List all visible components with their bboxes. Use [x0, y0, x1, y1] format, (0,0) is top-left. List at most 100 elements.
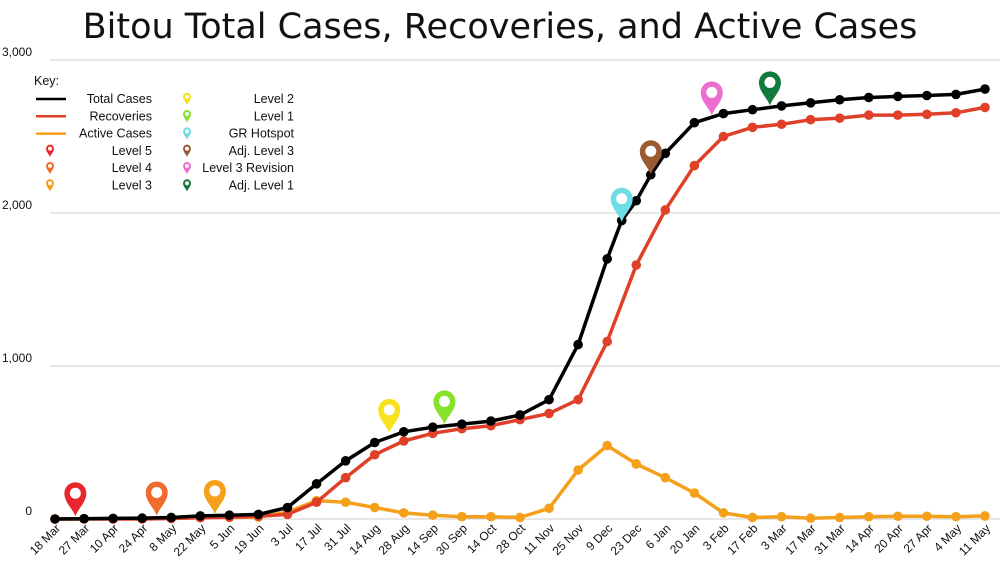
data-point	[718, 508, 729, 518]
data-point	[457, 419, 467, 429]
data-point	[805, 513, 816, 524]
data-point	[79, 513, 89, 524]
data-point	[515, 512, 525, 523]
legend-title: Key:	[34, 74, 59, 88]
data-point	[253, 509, 264, 520]
x-tick-label: 17 Mar	[782, 521, 818, 557]
legend-label: Adj. Level 3	[229, 144, 294, 158]
data-point	[747, 104, 758, 115]
data-point	[689, 488, 700, 498]
data-point	[340, 497, 351, 507]
data-point	[544, 408, 554, 419]
data-point	[340, 456, 351, 466]
legend-pin-level-5-icon	[46, 144, 54, 157]
data-point	[776, 101, 787, 111]
x-tick-label: 30 Sep	[433, 521, 470, 558]
series-line-total-cases	[54, 87, 986, 521]
data-point	[922, 90, 932, 101]
x-tick-label: 17 Jul	[292, 521, 325, 554]
data-point	[50, 514, 60, 524]
legend-label: Recoveries	[89, 109, 152, 123]
data-point	[718, 108, 729, 119]
data-point	[776, 511, 787, 522]
data-point	[137, 513, 147, 523]
data-point	[805, 114, 816, 125]
legend-label: Level 5	[112, 144, 152, 158]
data-point	[980, 511, 990, 521]
data-point	[457, 511, 467, 522]
series-recoveries	[50, 102, 990, 524]
legend-pin-level-3-revision-icon	[183, 161, 191, 175]
marker-pin-adj-level-3-icon	[639, 140, 662, 175]
data-point	[863, 110, 874, 120]
data-point	[660, 472, 671, 483]
y-axis-ticks: 0 1,000 2,000 3,000	[2, 45, 32, 518]
data-point	[863, 511, 874, 522]
y-tick-label: 2,000	[2, 198, 32, 212]
data-point	[631, 195, 642, 206]
data-point	[660, 205, 671, 215]
x-tick-label: 24 Apr	[116, 521, 150, 555]
data-point	[689, 117, 700, 128]
marker-pin-level-3-icon	[203, 479, 226, 514]
data-point	[747, 512, 758, 523]
data-point	[282, 509, 293, 520]
y-grid	[50, 59, 1000, 520]
data-point	[166, 512, 177, 523]
data-point	[573, 465, 583, 475]
legend-pin-adj-level-1-icon	[183, 179, 191, 192]
data-point	[398, 508, 409, 518]
marker-pin-level-2-icon	[378, 398, 401, 433]
x-tick-label: 17 Feb	[724, 521, 761, 558]
data-point	[834, 113, 845, 123]
x-tick-label: 14 Sep	[404, 521, 441, 558]
series-total-cases	[50, 84, 990, 524]
x-tick-label: 14 Aug	[346, 521, 382, 557]
legend-label: Level 2	[254, 92, 294, 106]
series-lines	[50, 84, 990, 524]
data-point	[486, 511, 496, 522]
data-point	[428, 422, 438, 433]
series-line-active-cases	[54, 443, 986, 521]
data-point	[602, 440, 612, 451]
data-point	[834, 94, 845, 105]
x-tick-label: 19 Jun	[231, 521, 266, 556]
data-point	[805, 98, 816, 108]
legend-pin-level-1-icon	[183, 110, 191, 123]
data-point	[369, 437, 380, 448]
data-point	[718, 131, 729, 142]
marker-pin-level-4-icon	[145, 481, 168, 516]
x-tick-label: 23 Dec	[608, 521, 645, 558]
data-point	[660, 148, 671, 159]
x-tick-label: 14 Oct	[464, 521, 499, 556]
data-point	[398, 426, 409, 437]
y-tick-label: 0	[25, 504, 32, 518]
data-point	[544, 503, 554, 514]
data-point	[980, 84, 990, 94]
data-point	[951, 107, 961, 118]
data-point	[369, 449, 380, 460]
data-point	[834, 512, 845, 523]
x-tick-label: 11 Nov	[521, 521, 557, 557]
data-point	[893, 110, 903, 120]
data-point	[951, 511, 961, 522]
data-point	[951, 89, 961, 100]
data-point	[602, 336, 612, 347]
data-point	[486, 416, 496, 426]
x-tick-label: 20 Apr	[871, 521, 905, 555]
marker-pin-level-3-revision-icon	[700, 81, 723, 116]
data-point	[645, 169, 656, 180]
x-tick-label: 14 Apr	[842, 521, 876, 555]
marker-pin-adj-level-1-icon	[758, 71, 781, 106]
legend-label: Total Cases	[87, 92, 152, 106]
data-point	[224, 510, 235, 520]
data-point	[776, 119, 787, 130]
chart-title: Bitou Total Cases, Recoveries, and Activ…	[83, 7, 918, 47]
legend-label: Level 3	[112, 179, 152, 193]
legend-label: Level 4	[112, 161, 152, 175]
marker-pin-level-1-icon	[433, 390, 456, 425]
data-point	[922, 109, 932, 120]
legend-label: Adj. Level 1	[229, 179, 294, 193]
series-active-cases	[50, 440, 990, 524]
